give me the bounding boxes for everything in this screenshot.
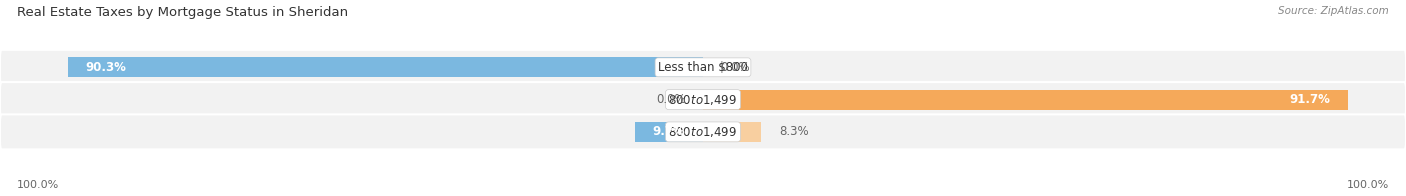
Text: 90.3%: 90.3%	[86, 61, 127, 74]
Text: 0.0%: 0.0%	[655, 93, 686, 106]
Text: Source: ZipAtlas.com: Source: ZipAtlas.com	[1278, 6, 1389, 16]
Text: 91.7%: 91.7%	[1289, 93, 1330, 106]
Text: 100.0%: 100.0%	[1347, 180, 1389, 190]
Bar	[69, 57, 703, 77]
Text: Real Estate Taxes by Mortgage Status in Sheridan: Real Estate Taxes by Mortgage Status in …	[17, 6, 349, 19]
Text: $800 to $1,499: $800 to $1,499	[668, 93, 738, 107]
Bar	[703, 90, 1348, 110]
Text: 100.0%: 100.0%	[17, 180, 59, 190]
Bar	[703, 122, 762, 142]
Text: 9.7%: 9.7%	[652, 125, 685, 138]
FancyBboxPatch shape	[0, 114, 1406, 149]
FancyBboxPatch shape	[0, 82, 1406, 117]
Text: Less than $800: Less than $800	[658, 61, 748, 74]
Text: 8.3%: 8.3%	[779, 125, 808, 138]
Bar	[636, 122, 703, 142]
Text: $800 to $1,499: $800 to $1,499	[668, 125, 738, 139]
Text: 0.0%: 0.0%	[721, 61, 751, 74]
FancyBboxPatch shape	[0, 50, 1406, 85]
